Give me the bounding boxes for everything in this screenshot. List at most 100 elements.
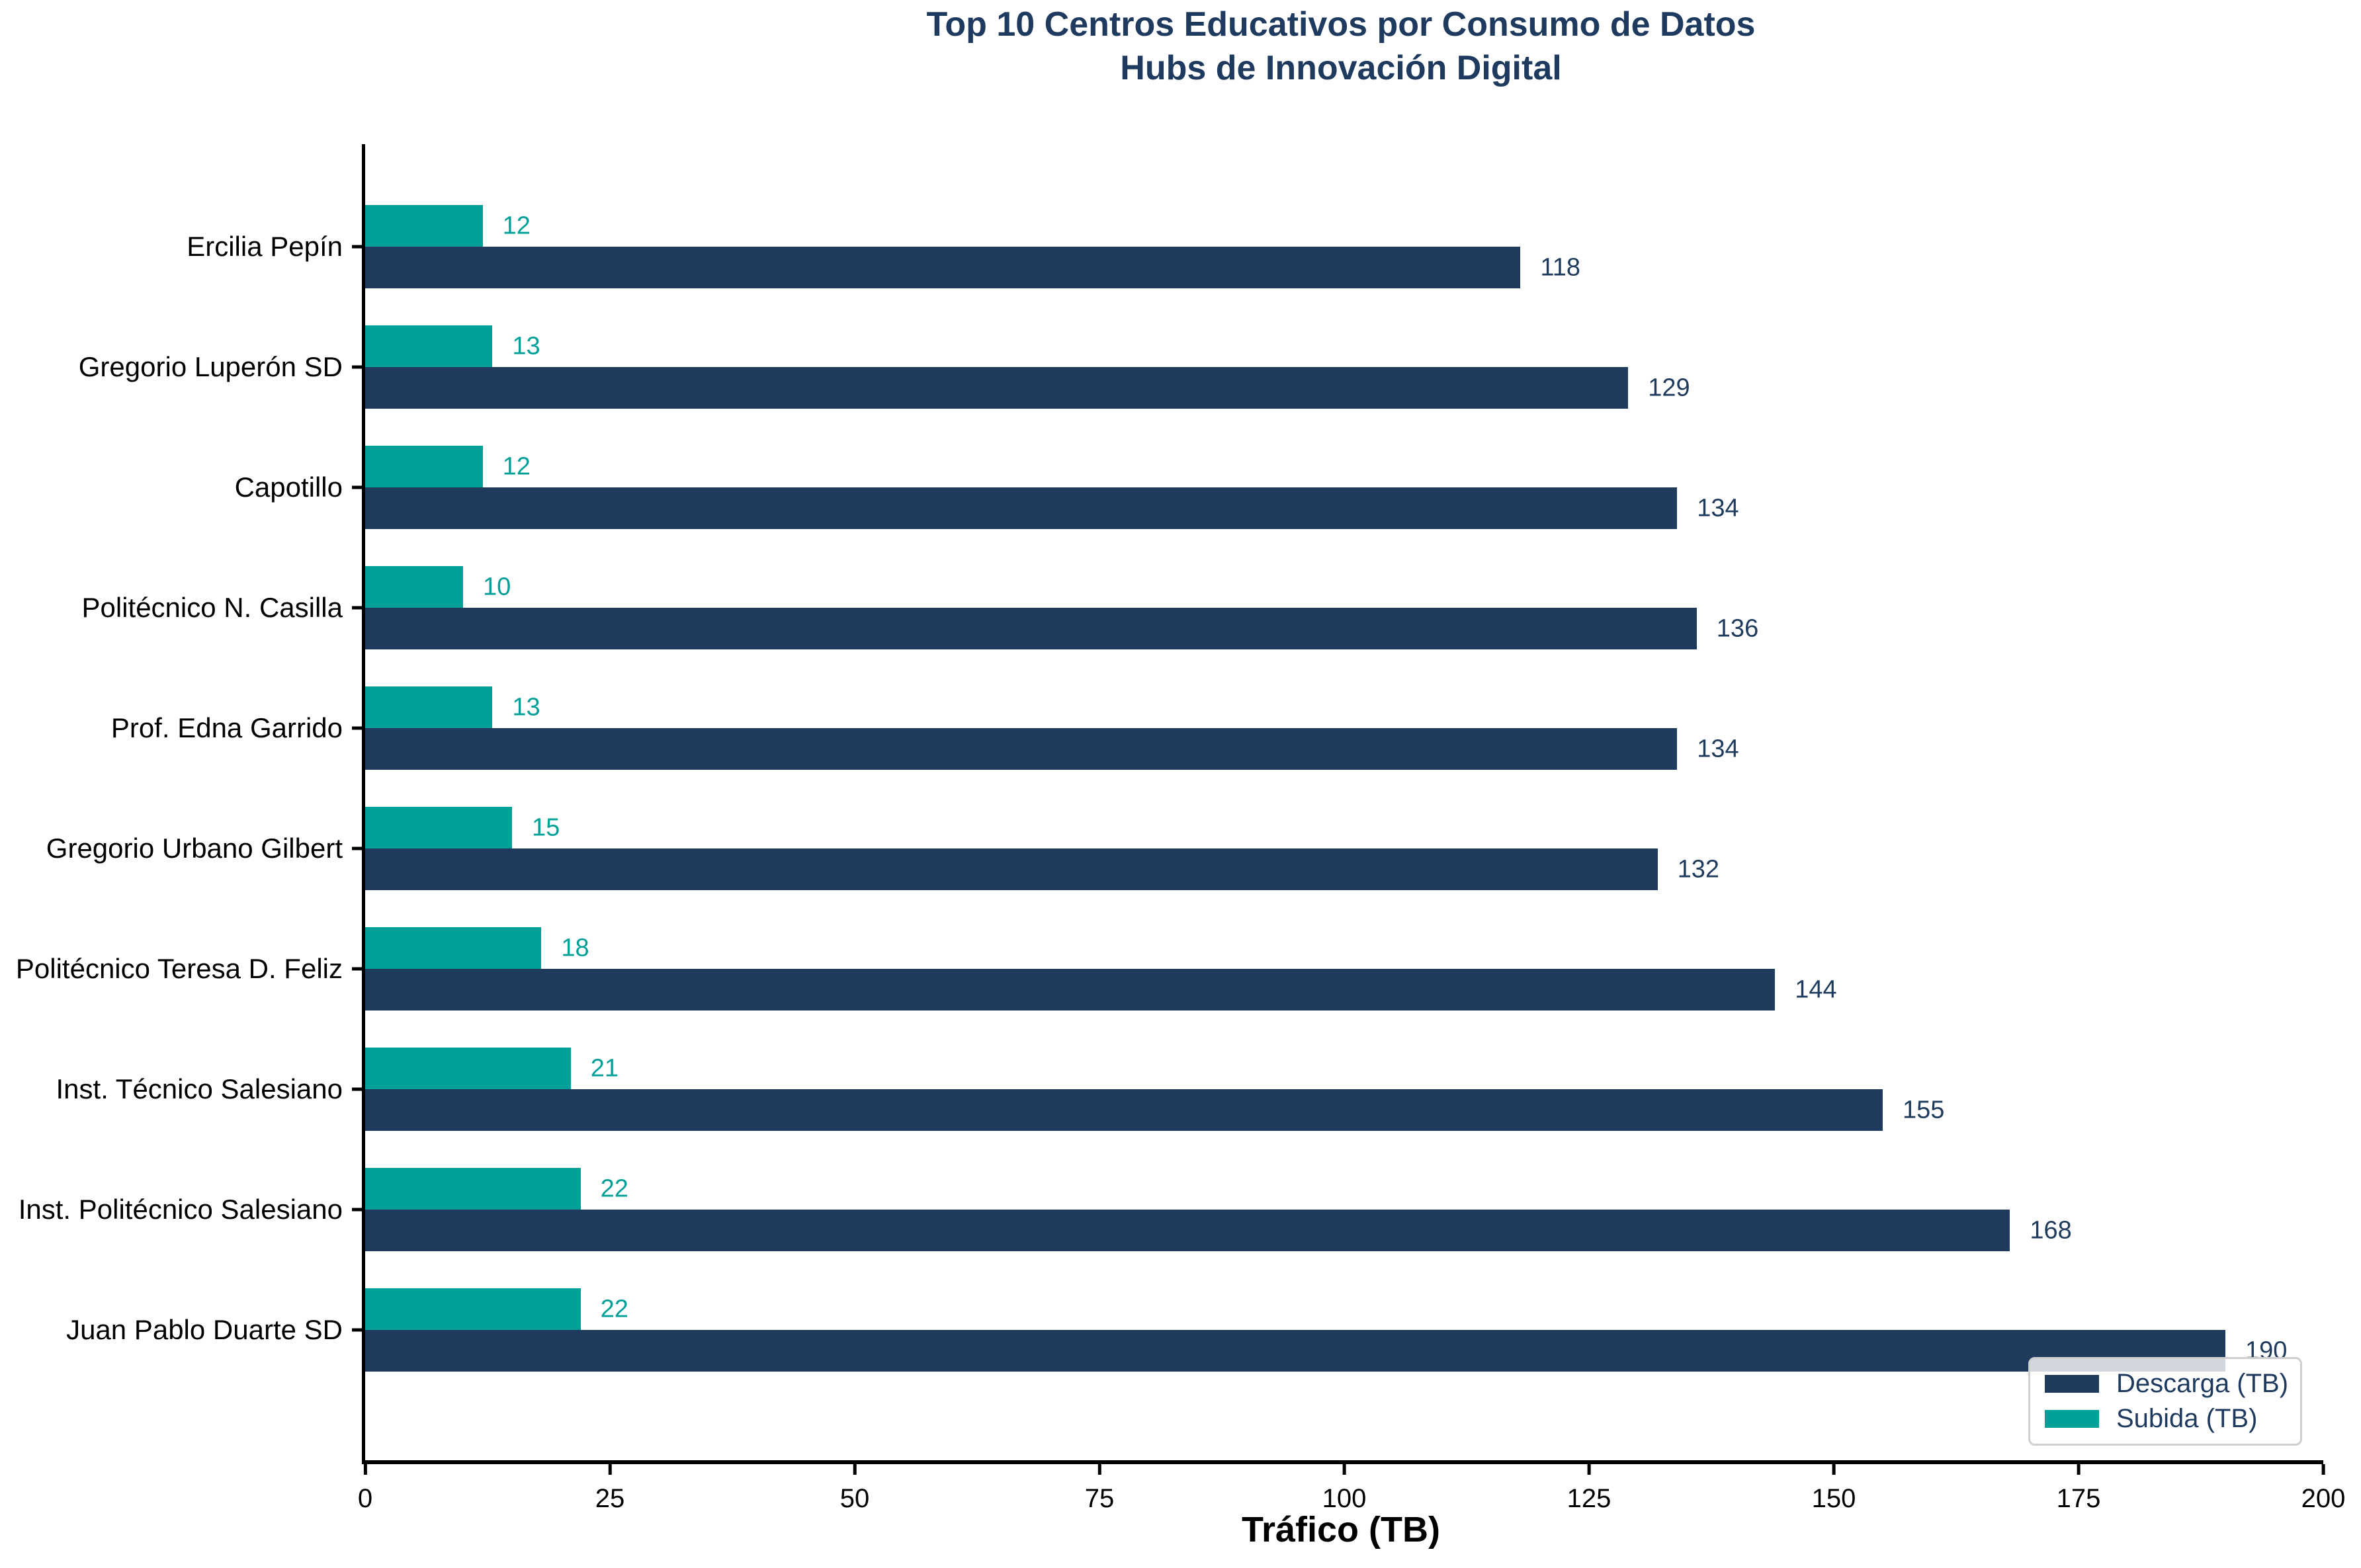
descarga-bar: 190 — [365, 1330, 2287, 1372]
x-axis-tick: 0 — [358, 1464, 372, 1514]
subida-value-label: 12 — [502, 212, 531, 239]
plot-area: Ercilia Pepín 12 118 Gregorio Luperón SD 13 1… — [16, 144, 2345, 1513]
subida-bar: 15 — [365, 807, 560, 848]
subida-bar: 22 — [365, 1288, 628, 1330]
y-axis-label: Ercilia Pepín — [187, 231, 343, 262]
x-axis-tick: 150 — [1812, 1464, 1856, 1514]
descarga-bar: 168 — [365, 1210, 2072, 1251]
descarga-value-label: 129 — [1648, 374, 1690, 401]
x-axis-tick-label: 200 — [2301, 1484, 2346, 1513]
x-axis-title: Tráfico (TB) — [1241, 1510, 1440, 1549]
descarga-value-label: 132 — [1677, 855, 1719, 883]
subida-bar: 10 — [365, 566, 511, 608]
y-axis-tick — [352, 485, 365, 489]
bar-group: Politécnico N. Casilla 10 136 — [82, 548, 2323, 668]
subida-bar: 22 — [365, 1168, 628, 1210]
descarga-bar: 155 — [365, 1089, 1944, 1131]
descarga-bar: 134 — [365, 487, 1739, 529]
descarga-value-label: 144 — [1795, 975, 1837, 1003]
legend: Descarga (TB) Subida (TB) — [2028, 1357, 2302, 1446]
legend-item: Descarga (TB) — [2045, 1368, 2289, 1399]
y-axis-label: Prof. Edna Garrido — [110, 712, 343, 743]
y-axis-tick — [352, 967, 365, 971]
x-axis-tick-mark — [608, 1464, 612, 1475]
x-axis-tick: 100 — [1322, 1464, 1367, 1514]
subida-value-label: 22 — [600, 1295, 628, 1323]
x-axis-tick-label: 75 — [1084, 1484, 1115, 1513]
y-axis-label: Inst. Técnico Salesiano — [56, 1073, 343, 1104]
subida-bar: 18 — [365, 927, 589, 969]
descarga-value-label: 134 — [1697, 494, 1739, 522]
x-axis-tick-mark — [1587, 1464, 1591, 1475]
x-axis-tick: 175 — [2056, 1464, 2101, 1514]
chart-title-line2: Hubs de Innovación Digital — [1120, 49, 1562, 87]
bar-group: Inst. Técnico Salesiano 21 155 — [56, 1029, 2323, 1149]
descarga-value-label: 134 — [1697, 735, 1739, 763]
chart-title: Top 10 Centros Educativos por Consumo de… — [362, 3, 2320, 90]
y-axis-label: Juan Pablo Duarte SD — [66, 1314, 343, 1345]
descarga-bar: 134 — [365, 728, 1739, 770]
subida-value-label: 15 — [532, 813, 560, 841]
bar-group: Inst. Politécnico Salesiano 22 168 — [19, 1149, 2323, 1270]
bar-group: Juan Pablo Duarte SD 22 190 — [66, 1270, 2323, 1390]
descarga-bar: 136 — [365, 608, 1758, 649]
x-axis-tick-label: 25 — [595, 1484, 625, 1513]
subida-value-label: 22 — [600, 1175, 628, 1202]
subida-value-label: 13 — [512, 693, 540, 721]
x-axis-tick-mark — [363, 1464, 367, 1475]
x-axis-tick-label: 50 — [839, 1484, 870, 1513]
x-axis-tick: 200 — [2301, 1464, 2346, 1514]
x-axis-tick: 75 — [1084, 1464, 1115, 1514]
descarga-bar: 132 — [365, 848, 1719, 890]
x-axis-tick-label: 150 — [1811, 1484, 1856, 1513]
descarga-bar: 129 — [365, 367, 1690, 409]
x-axis-tick-mark — [853, 1464, 857, 1475]
y-axis-tick — [352, 1208, 365, 1212]
bar-group: Gregorio Urbano Gilbert 15 132 — [46, 788, 2323, 909]
subida-value-label: 12 — [502, 452, 531, 480]
legend-label: Descarga (TB) — [2116, 1368, 2289, 1398]
y-axis-tick — [352, 365, 365, 369]
x-axis-ticks: 0 25 50 75 100 125 150 175 200 — [358, 144, 2345, 1513]
descarga-value-label: 136 — [1716, 614, 1759, 642]
legend-item: Subida (TB) — [2045, 1404, 2286, 1434]
subida-bar: 12 — [365, 205, 531, 247]
chart-title-line1: Top 10 Centros Educativos por Consumo de… — [926, 5, 1756, 44]
y-axis-tick — [352, 245, 365, 249]
y-axis-tick — [352, 726, 365, 730]
subida-bar: 21 — [365, 1048, 619, 1089]
y-axis-label: Politécnico N. Casilla — [81, 592, 343, 623]
x-axis-tick-label: 100 — [1322, 1484, 1367, 1513]
subida-value-label: 18 — [561, 934, 589, 962]
legend-label: Subida (TB) — [2116, 1404, 2258, 1434]
x-axis-tick-mark — [1097, 1464, 1101, 1475]
x-axis-tick-mark — [2077, 1464, 2081, 1475]
x-axis-tick-mark — [1832, 1464, 1836, 1475]
descarga-value-label: 118 — [1540, 253, 1580, 281]
x-axis-tick-label: 175 — [2056, 1484, 2101, 1513]
x-axis-tick: 25 — [595, 1464, 625, 1514]
descarga-value-label: 168 — [2030, 1216, 2072, 1244]
legend-swatch — [2045, 1374, 2099, 1393]
legend-swatch — [2045, 1410, 2099, 1428]
y-axis-label: Gregorio Luperón SD — [78, 351, 343, 382]
x-axis-tick: 50 — [839, 1464, 870, 1514]
y-axis-tick — [352, 846, 365, 850]
descarga-value-label: 155 — [1903, 1096, 1945, 1124]
subida-value-label: 13 — [512, 332, 540, 360]
x-axis-tick-label: 125 — [1567, 1484, 1611, 1513]
bar-group: Prof. Edna Garrido 13 134 — [111, 668, 2323, 788]
y-axis-label: Inst. Politécnico Salesiano — [18, 1194, 343, 1225]
x-axis-tick-mark — [2321, 1464, 2325, 1475]
subida-value-label: 10 — [483, 573, 511, 600]
y-axis-label: Gregorio Urbano Gilbert — [46, 833, 343, 864]
descarga-bar: 144 — [365, 969, 1837, 1011]
y-axis-label: Capotillo — [234, 472, 343, 503]
subida-bar: 12 — [365, 446, 531, 487]
bar-group: Politécnico Teresa D. Feliz 18 144 — [16, 909, 2323, 1029]
bar-group: Gregorio Luperón SD 13 129 — [79, 307, 2323, 427]
descarga-bar: 118 — [365, 247, 1580, 288]
x-axis-tick-mark — [1342, 1464, 1346, 1475]
subida-value-label: 21 — [590, 1054, 619, 1082]
